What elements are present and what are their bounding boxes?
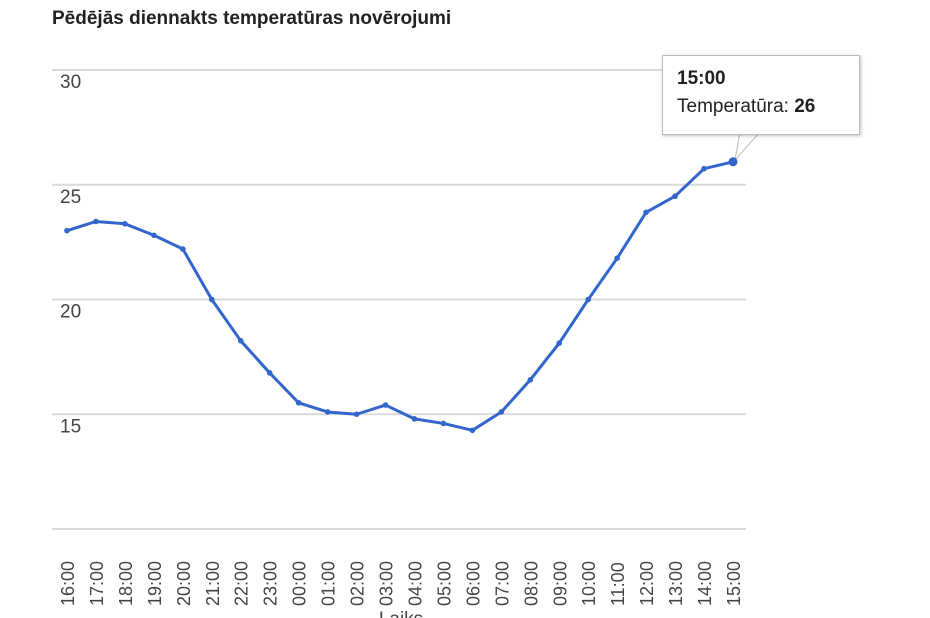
x-tick-label: 18:00 <box>116 561 136 606</box>
x-tick-label: 06:00 <box>463 561 483 606</box>
y-tick-label: 15 <box>60 416 81 437</box>
data-point[interactable] <box>382 402 389 408</box>
tooltip: 15:00 Temperatūra: 26 <box>662 55 860 135</box>
data-point[interactable] <box>411 416 418 422</box>
x-tick-label: 16:00 <box>58 561 78 606</box>
y-tick-label: 20 <box>60 302 81 323</box>
chart-title: Pēdējās diennakts temperatūras novērojum… <box>52 8 452 29</box>
data-point[interactable] <box>353 411 360 418</box>
x-tick-label: 14:00 <box>695 561 715 606</box>
x-tick-label: 03:00 <box>377 561 397 606</box>
data-point[interactable] <box>498 409 505 415</box>
data-point[interactable] <box>556 340 563 346</box>
data-point[interactable] <box>728 157 738 167</box>
x-axis-ticks: 16:00 17:00 18:00 19:00 20:00 21:00 22:00 23:00… <box>58 561 744 606</box>
data-point[interactable] <box>266 370 273 376</box>
data-point[interactable] <box>585 296 592 303</box>
data-point[interactable] <box>208 296 215 303</box>
x-tick-label: 09:00 <box>550 561 570 606</box>
x-tick-label: 11:00 <box>608 562 628 606</box>
data-point[interactable] <box>440 420 447 427</box>
data-point[interactable] <box>180 246 186 252</box>
x-tick-label: 22:00 <box>232 561 252 606</box>
x-tick-label: 02:00 <box>348 561 368 606</box>
tooltip-time: 15:00 <box>677 68 726 89</box>
tooltip-row: Temperatūra: 26 <box>677 92 845 122</box>
x-tick-label: 05:00 <box>434 561 454 606</box>
x-tick-label: 23:00 <box>261 561 281 606</box>
y-tick-label: 30 <box>60 72 81 93</box>
data-point[interactable] <box>237 338 244 344</box>
x-tick-label: 20:00 <box>174 561 194 606</box>
y-axis-ticks: 15 20 25 30 <box>60 72 81 437</box>
y-tick-label: 25 <box>60 187 81 208</box>
x-tick-label: 21:00 <box>203 561 223 606</box>
data-point[interactable] <box>701 165 707 172</box>
tooltip-pointer <box>734 131 762 162</box>
x-tick-label: 15:00 <box>724 561 744 606</box>
gridlines <box>52 69 746 530</box>
data-point[interactable] <box>295 399 302 406</box>
data-point[interactable] <box>469 427 476 434</box>
data-point[interactable] <box>122 220 128 227</box>
data-point[interactable] <box>64 227 70 234</box>
x-tick-label: 19:00 <box>145 561 165 606</box>
x-tick-label: 01:00 <box>319 561 339 606</box>
data-point[interactable] <box>643 209 649 216</box>
tooltip-value: 26 <box>794 96 816 117</box>
tooltip-label: Temperatūra: <box>677 96 789 117</box>
x-tick-label: 12:00 <box>637 561 657 606</box>
x-axis-label: Laiks <box>379 609 423 618</box>
x-tick-label: 04:00 <box>405 561 425 606</box>
x-tick-label: 13:00 <box>666 561 686 606</box>
x-tick-label: 17:00 <box>87 561 107 606</box>
data-point[interactable] <box>672 193 678 200</box>
series-temperatura <box>64 157 738 434</box>
x-tick-label: 08:00 <box>521 561 541 606</box>
x-tick-label: 10:00 <box>579 561 599 606</box>
data-point[interactable] <box>324 409 331 415</box>
data-point[interactable] <box>93 218 99 225</box>
data-point[interactable] <box>151 232 157 239</box>
data-point[interactable] <box>614 255 620 261</box>
series-line <box>66 160 734 432</box>
x-tick-label: 00:00 <box>290 561 310 606</box>
data-point[interactable] <box>527 377 534 383</box>
x-tick-label: 07:00 <box>492 561 512 606</box>
